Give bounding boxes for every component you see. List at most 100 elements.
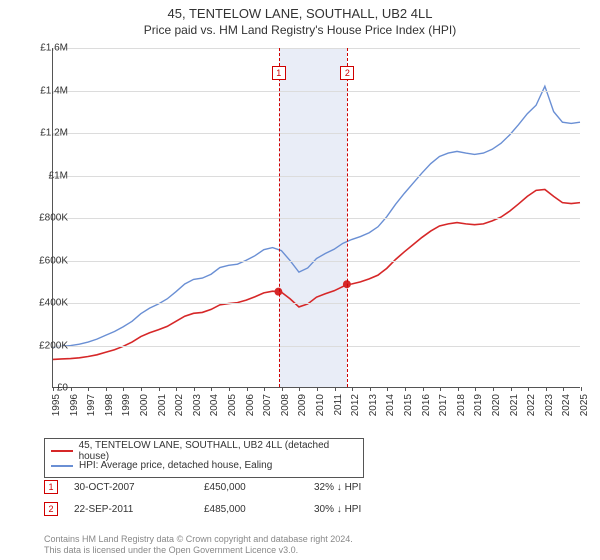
sale-row-1: 1 30-OCT-2007 £450,000 32% ↓ HPI [44, 480, 424, 494]
x-tick-mark [176, 387, 177, 391]
x-tick-label: 2020 [491, 394, 502, 416]
x-tick-label: 2008 [280, 394, 291, 416]
x-tick-label: 2025 [579, 394, 590, 416]
y-tick-label: £1.4M [22, 85, 68, 96]
y-tick-label: £600K [22, 255, 68, 266]
x-tick-label: 1999 [121, 394, 132, 416]
y-tick-label: £400K [22, 298, 68, 309]
y-tick-label: £1M [22, 170, 68, 181]
x-tick-mark [352, 387, 353, 391]
x-tick-label: 1998 [104, 394, 115, 416]
x-tick-label: 2010 [315, 394, 326, 416]
x-tick-label: 2003 [192, 394, 203, 416]
x-tick-label: 2011 [333, 394, 344, 416]
gridline [53, 346, 580, 347]
x-tick-label: 2021 [509, 394, 520, 416]
x-tick-label: 2007 [262, 394, 273, 416]
x-tick-mark [511, 387, 512, 391]
x-tick-mark [229, 387, 230, 391]
x-tick-label: 2019 [473, 394, 484, 416]
sale-row-2: 2 22-SEP-2011 £485,000 30% ↓ HPI [44, 502, 424, 516]
sale-price: £485,000 [204, 504, 314, 515]
x-tick-mark [247, 387, 248, 391]
gridline [53, 133, 580, 134]
x-tick-label: 2006 [245, 394, 256, 416]
plot-region: 12 [52, 48, 580, 388]
x-tick-label: 2014 [385, 394, 396, 416]
gridline [53, 261, 580, 262]
x-tick-label: 2005 [227, 394, 238, 416]
chart-subtitle: Price paid vs. HM Land Registry's House … [0, 23, 600, 37]
x-tick-mark [106, 387, 107, 391]
x-tick-mark [159, 387, 160, 391]
x-tick-label: 2013 [368, 394, 379, 416]
x-tick-mark [88, 387, 89, 391]
x-tick-mark [581, 387, 582, 391]
x-tick-mark [194, 387, 195, 391]
x-tick-mark [475, 387, 476, 391]
sale-date: 22-SEP-2011 [74, 504, 204, 515]
x-tick-mark [458, 387, 459, 391]
sale-marker-line [347, 48, 348, 387]
x-tick-mark [317, 387, 318, 391]
x-tick-label: 2012 [350, 394, 361, 416]
x-tick-label: 1995 [51, 394, 62, 416]
sale-marker-line [279, 48, 280, 387]
x-tick-mark [423, 387, 424, 391]
x-tick-label: 2015 [403, 394, 414, 416]
legend-item-property: 45, TENTELOW LANE, SOUTHALL, UB2 4LL (de… [51, 443, 357, 458]
x-tick-label: 2016 [421, 394, 432, 416]
gridline [53, 303, 580, 304]
x-tick-mark [211, 387, 212, 391]
x-tick-label: 2001 [157, 394, 168, 416]
x-tick-mark [335, 387, 336, 391]
x-tick-mark [299, 387, 300, 391]
title-block: 45, TENTELOW LANE, SOUTHALL, UB2 4LL Pri… [0, 0, 600, 37]
gridline [53, 48, 580, 49]
sale-price: £450,000 [204, 482, 314, 493]
chart-container: 45, TENTELOW LANE, SOUTHALL, UB2 4LL Pri… [0, 0, 600, 560]
x-tick-mark [264, 387, 265, 391]
y-tick-label: £1.2M [22, 128, 68, 139]
sale-marker-box: 1 [272, 66, 286, 80]
x-tick-label: 2023 [544, 394, 555, 416]
x-tick-mark [387, 387, 388, 391]
x-tick-mark [528, 387, 529, 391]
x-tick-mark [370, 387, 371, 391]
legend-swatch [51, 450, 73, 452]
chart-area: 12 [52, 48, 580, 388]
x-tick-mark [282, 387, 283, 391]
x-tick-label: 2024 [561, 394, 572, 416]
gridline [53, 218, 580, 219]
sale-date: 30-OCT-2007 [74, 482, 204, 493]
x-tick-mark [563, 387, 564, 391]
chart-title: 45, TENTELOW LANE, SOUTHALL, UB2 4LL [0, 6, 600, 21]
gridline [53, 176, 580, 177]
x-tick-label: 1997 [86, 394, 97, 416]
x-tick-label: 2000 [139, 394, 150, 416]
y-tick-label: £200K [22, 340, 68, 351]
x-tick-mark [405, 387, 406, 391]
sale-marker-box: 2 [340, 66, 354, 80]
x-tick-label: 2004 [209, 394, 220, 416]
x-tick-mark [440, 387, 441, 391]
sale-marker-icon: 2 [44, 502, 58, 516]
y-tick-label: £1.6M [22, 43, 68, 54]
legend: 45, TENTELOW LANE, SOUTHALL, UB2 4LL (de… [44, 438, 364, 478]
x-tick-label: 1996 [69, 394, 80, 416]
x-tick-mark [71, 387, 72, 391]
x-tick-label: 2018 [456, 394, 467, 416]
x-tick-mark [546, 387, 547, 391]
x-tick-mark [141, 387, 142, 391]
y-tick-label: £0 [22, 383, 68, 394]
series-line-property_price [53, 189, 580, 359]
legend-label: 45, TENTELOW LANE, SOUTHALL, UB2 4LL (de… [79, 440, 357, 462]
x-tick-mark [123, 387, 124, 391]
x-tick-label: 2009 [297, 394, 308, 416]
sale-delta: 30% ↓ HPI [314, 504, 424, 515]
x-tick-label: 2022 [526, 394, 537, 416]
footer-line: Contains HM Land Registry data © Crown c… [44, 534, 592, 545]
x-tick-label: 2002 [174, 394, 185, 416]
footer-line: This data is licensed under the Open Gov… [44, 545, 592, 556]
sale-marker-icon: 1 [44, 480, 58, 494]
